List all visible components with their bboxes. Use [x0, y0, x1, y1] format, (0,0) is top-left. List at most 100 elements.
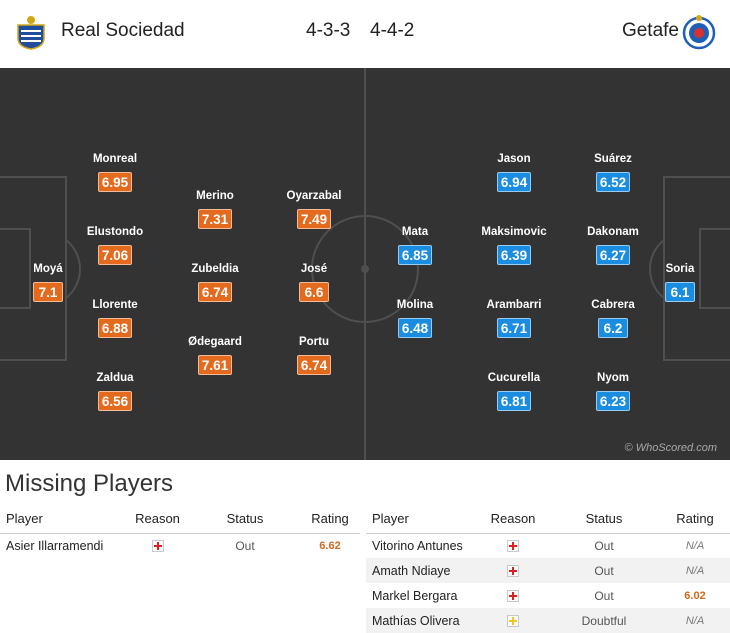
player-rating: 6.6 [299, 282, 329, 302]
player-name: Dakonam [587, 226, 639, 238]
player-oyarzabal[interactable]: Oyarzabal 7.49 [279, 189, 349, 233]
player-name: Jason [497, 153, 531, 165]
player-name: Oyarzabal [286, 190, 342, 202]
missing-rating: N/A [660, 558, 730, 583]
col-reason[interactable]: Reason [125, 505, 190, 534]
player-name: Maksimovic [481, 226, 547, 238]
player-name: Molina [396, 299, 434, 311]
table-row: Mathías Olivera Doubtful N/A [366, 608, 730, 633]
player-arambarri[interactable]: Arambarri 6.71 [466, 298, 562, 342]
player-name: Elustondo [86, 226, 144, 238]
player-name: Ødegaard [188, 336, 242, 348]
reason-cell [125, 533, 190, 558]
missing-player-name[interactable]: Asier Illarramendi [6, 538, 104, 553]
player-name: Arambarri [486, 299, 542, 311]
col-rating[interactable]: Rating [300, 505, 360, 534]
player-name: Llorente [92, 299, 138, 311]
col-reason[interactable]: Reason [478, 505, 548, 534]
away-missing-table: Player Reason Status Rating Vitorino Ant… [366, 505, 730, 633]
player-moya[interactable]: Moyá 7.1 [13, 262, 83, 306]
player-rating: 6.52 [595, 172, 631, 192]
player-monreal[interactable]: Monreal 6.95 [80, 152, 150, 196]
reason-cell [478, 533, 548, 558]
missing-rating: N/A [685, 539, 705, 552]
player-zubeldia[interactable]: Zubeldia 6.74 [180, 262, 250, 306]
player-rating: 6.39 [496, 245, 532, 265]
player-rating: 6.81 [496, 391, 532, 411]
player-cabrera[interactable]: Cabrera 6.2 [578, 298, 648, 342]
pitch: Moyá 7.1 Monreal 6.95 Elustondo 7.06 Llo… [0, 68, 730, 460]
player-jose[interactable]: José 6.6 [279, 262, 349, 306]
table-row: Asier Illarramendi Out 6.62 [0, 533, 360, 558]
player-molina[interactable]: Molina 6.48 [380, 298, 450, 342]
reason-cell [478, 558, 548, 583]
player-name: José [300, 263, 328, 275]
player-name: Nyom [597, 372, 629, 384]
col-player[interactable]: Player [366, 505, 478, 534]
table-row: Amath Ndiaye Out N/A [366, 558, 730, 583]
player-name: Portu [298, 336, 330, 348]
getafe-crest-icon[interactable] [682, 14, 716, 50]
col-status[interactable]: Status [548, 505, 660, 534]
player-nyom[interactable]: Nyom 6.23 [578, 371, 648, 415]
missing-status: Out [594, 538, 614, 553]
player-rating: 6.48 [397, 318, 433, 338]
player-portu[interactable]: Portu 6.74 [279, 335, 349, 379]
missing-rating: 6.62 [319, 539, 341, 552]
missing-player-name[interactable]: Mathías Olivera [366, 608, 478, 633]
reason-cell [478, 608, 548, 633]
col-player[interactable]: Player [0, 505, 125, 534]
missing-player-name[interactable]: Markel Bergara [372, 588, 458, 603]
missing-status: Out [235, 538, 255, 553]
missing-status: Out [548, 558, 660, 583]
player-llorente[interactable]: Llorente 6.88 [80, 298, 150, 342]
table-row: Markel Bergara Out 6.02 [366, 583, 730, 608]
player-zaldua[interactable]: Zaldua 6.56 [80, 371, 150, 415]
player-dakonam[interactable]: Dakonam 6.27 [570, 225, 656, 269]
player-elustondo[interactable]: Elustondo 7.06 [80, 225, 150, 269]
missing-status: Out [594, 588, 614, 603]
missing-status: Doubtful [548, 608, 660, 633]
player-rating: 6.56 [97, 391, 133, 411]
home-team-name[interactable]: Real Sociedad [61, 20, 185, 41]
col-rating[interactable]: Rating [660, 505, 730, 534]
away-formation: 4-4-2 [370, 20, 415, 41]
player-name: Mata [401, 226, 429, 238]
reason-cell [478, 583, 548, 608]
col-status[interactable]: Status [190, 505, 300, 534]
player-soria[interactable]: Soria 6.1 [645, 262, 715, 306]
player-odegaard[interactable]: Ødegaard 7.61 [180, 335, 250, 379]
player-rating: 6.94 [496, 172, 532, 192]
player-name: Cucurella [487, 372, 541, 384]
player-jason[interactable]: Jason 6.94 [479, 152, 549, 196]
player-rating: 6.2 [598, 318, 628, 338]
player-rating: 7.31 [197, 209, 233, 229]
player-name: Merino [196, 190, 234, 202]
missing-rating: N/A [660, 608, 730, 633]
player-name: Cabrera [591, 299, 635, 311]
player-rating: 7.06 [97, 245, 133, 265]
player-merino[interactable]: Merino 7.31 [180, 189, 250, 233]
player-name: Soria [665, 263, 695, 275]
player-mata[interactable]: Mata 6.85 [380, 225, 450, 269]
doubtful-icon [507, 615, 519, 628]
real-sociedad-crest-icon[interactable] [14, 14, 48, 50]
player-rating: 6.1 [665, 282, 695, 302]
player-suarez[interactable]: Suárez 6.52 [578, 152, 648, 196]
missing-player-name[interactable]: Amath Ndiaye [366, 558, 478, 583]
player-rating: 6.85 [397, 245, 433, 265]
injury-icon [151, 540, 164, 553]
injury-icon [507, 565, 519, 578]
player-rating: 7.1 [33, 282, 63, 302]
player-cucurella[interactable]: Cucurella 6.81 [466, 371, 562, 415]
match-header: Real Sociedad 4-3-3 4-4-2 Getafe [0, 0, 730, 68]
pitch-markings [0, 68, 730, 460]
player-maksimovic[interactable]: Maksimovic 6.39 [462, 225, 566, 269]
player-name: Suárez [594, 153, 632, 165]
player-rating: 6.95 [97, 172, 133, 192]
player-name: Zaldua [96, 372, 134, 384]
missing-player-name[interactable]: Vitorino Antunes [372, 538, 463, 553]
player-rating: 7.49 [296, 209, 332, 229]
away-team-name[interactable]: Getafe [621, 20, 679, 41]
player-name: Zubeldia [191, 263, 239, 275]
